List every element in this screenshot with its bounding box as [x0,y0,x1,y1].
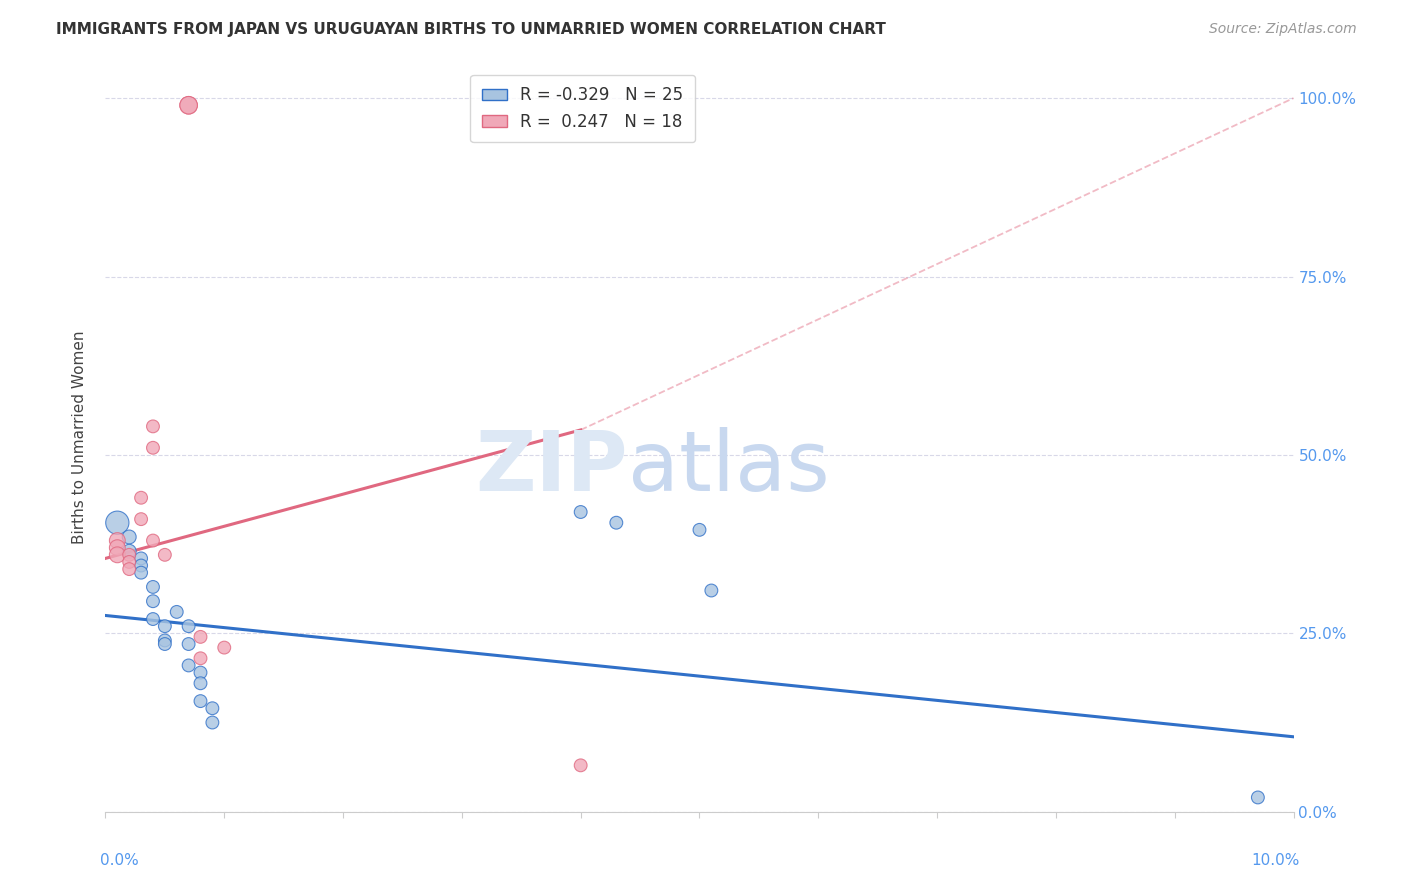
Point [118,548,141,562]
Legend: R = -0.329   N = 25, R =  0.247   N = 18: R = -0.329 N = 25, R = 0.247 N = 18 [470,75,695,142]
Point [118,530,141,544]
Point [214,640,236,655]
Point [166,605,188,619]
Point [153,619,176,633]
Point [177,98,200,112]
Point [689,523,711,537]
Text: 0.0%: 0.0% [100,853,138,868]
Point [569,505,592,519]
Point [700,583,723,598]
Point [142,441,165,455]
Point [105,533,128,548]
Point [129,491,152,505]
Point [177,658,200,673]
Point [190,651,212,665]
Point [569,758,592,772]
Text: Source: ZipAtlas.com: Source: ZipAtlas.com [1209,22,1357,37]
Point [153,637,176,651]
Point [142,612,165,626]
Text: ZIP: ZIP [475,426,628,508]
Text: IMMIGRANTS FROM JAPAN VS URUGUAYAN BIRTHS TO UNMARRIED WOMEN CORRELATION CHART: IMMIGRANTS FROM JAPAN VS URUGUAYAN BIRTH… [56,22,886,37]
Point [177,637,200,651]
Point [190,676,212,690]
Point [142,580,165,594]
Y-axis label: Births to Unmarried Women: Births to Unmarried Women [72,330,87,544]
Point [142,594,165,608]
Point [105,516,128,530]
Point [190,630,212,644]
Point [129,566,152,580]
Point [1247,790,1270,805]
Point [153,548,176,562]
Point [605,516,627,530]
Point [142,419,165,434]
Point [142,533,165,548]
Point [177,619,200,633]
Point [129,558,152,573]
Point [201,715,224,730]
Point [118,555,141,569]
Text: atlas: atlas [628,426,830,508]
Point [201,701,224,715]
Point [105,541,128,555]
Point [118,544,141,558]
Point [153,633,176,648]
Point [177,98,200,112]
Text: 10.0%: 10.0% [1251,853,1299,868]
Point [129,512,152,526]
Point [190,665,212,680]
Point [190,694,212,708]
Point [105,548,128,562]
Point [129,551,152,566]
Point [118,562,141,576]
